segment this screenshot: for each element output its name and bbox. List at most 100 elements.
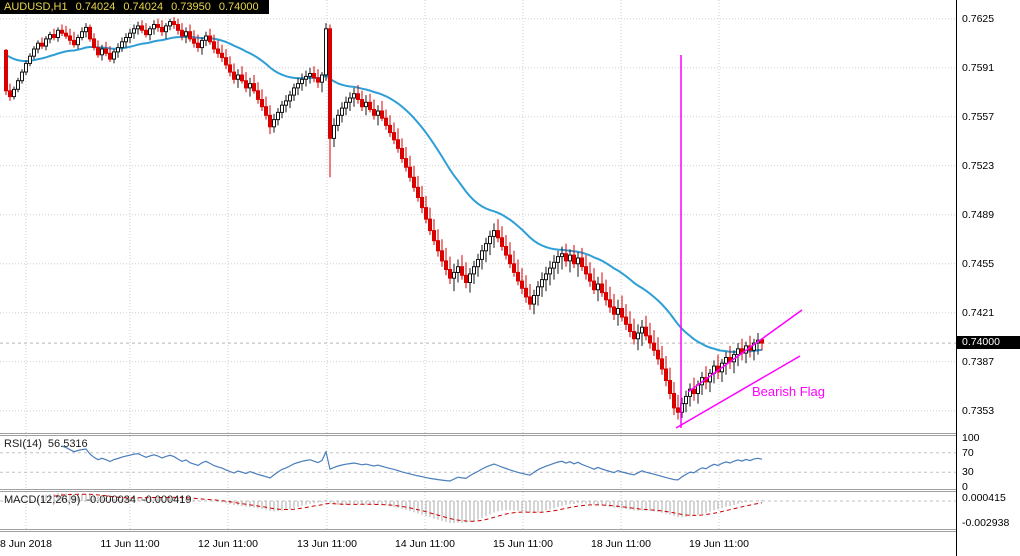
candle-body	[460, 266, 464, 276]
flag-channel-trendline[interactable]	[687, 309, 803, 393]
candle-body	[536, 286, 540, 296]
candle-body	[692, 388, 696, 395]
candle-body	[352, 93, 356, 99]
candle-body	[752, 342, 756, 351]
rsi-axis-label: 0	[962, 481, 968, 493]
candle-body	[148, 28, 152, 36]
price-axis-label: 0.7557	[962, 111, 995, 123]
macd-signal-value: -0.000419	[141, 494, 192, 506]
candle-body	[572, 254, 576, 265]
candle-body	[12, 88, 16, 98]
pane-splitter-rsi[interactable]	[0, 433, 1020, 436]
candle-body	[532, 295, 536, 305]
macd-indicator-pane[interactable]: MACD(12,26,9) -0.000034 -0.000419	[0, 492, 956, 529]
rsi-indicator-pane[interactable]: RSI(14) 56.5316	[0, 436, 956, 489]
candle-body	[528, 296, 532, 305]
candle-body	[432, 230, 436, 242]
time-axis-label: 8 Jun 2018	[0, 538, 52, 550]
rsi-axis-label: 30	[962, 466, 974, 478]
candle-body	[188, 31, 192, 40]
pane-splitter-macd[interactable]	[0, 489, 1020, 492]
candle-body	[316, 77, 320, 83]
candle-body	[472, 266, 476, 275]
candle-body	[84, 26, 88, 33]
price-axis-label: 0.7591	[962, 62, 995, 74]
quote-bar: AUDUSD,H1 0.74024 0.74024 0.73950 0.7400…	[0, 0, 269, 14]
candle-body	[436, 240, 440, 252]
candle-body	[380, 110, 384, 119]
candle-body	[192, 38, 196, 44]
candle-body	[288, 94, 292, 102]
candle-body	[636, 332, 640, 340]
candle-body	[76, 37, 80, 46]
candle-body	[168, 21, 172, 27]
candle-body	[496, 230, 500, 239]
candle-body	[564, 253, 568, 262]
candle-body	[216, 48, 220, 54]
candle-body	[120, 41, 124, 49]
candle-body	[204, 35, 208, 41]
candle-body	[332, 124, 336, 139]
candle-body	[416, 186, 420, 198]
candle-body	[540, 279, 544, 288]
pane-splitter-time[interactable]	[0, 529, 1020, 532]
time-axis-label: 12 Jun 11:00	[198, 538, 258, 550]
candle-body	[100, 48, 104, 56]
price-chart-pane[interactable]: Bearish Flag	[0, 0, 956, 433]
candle-body	[328, 28, 332, 139]
candle-body	[576, 257, 580, 265]
candle-body	[244, 80, 248, 89]
candle-body	[344, 101, 348, 109]
macd-label: MACD(12,26,9) -0.000034 -0.000419	[4, 494, 198, 506]
candle-body	[484, 243, 488, 252]
candle-body	[320, 74, 324, 83]
candle-body	[560, 253, 564, 258]
candle-body	[152, 24, 156, 30]
candle-body	[108, 52, 112, 60]
candle-body	[500, 237, 504, 247]
candle-body	[40, 42, 44, 47]
macd-axis-label: 0.000415	[962, 492, 1006, 504]
candle-body	[664, 368, 668, 381]
time-axis[interactable]: 8 Jun 2018 11 Jun 11:00 12 Jun 11:00 13 Jun…	[0, 532, 956, 556]
candle-body	[92, 38, 96, 49]
macd-chart[interactable]	[0, 492, 956, 529]
candle-body	[364, 101, 368, 108]
candle-body	[200, 39, 204, 49]
candle-body	[248, 83, 252, 89]
candle-body	[644, 326, 648, 337]
candle-body	[456, 266, 460, 274]
bearish-flag-annotation[interactable]: Bearish Flag	[752, 384, 825, 399]
price-axis-label: 0.7353	[962, 405, 995, 417]
candle-body	[184, 31, 188, 37]
candle-body	[588, 273, 592, 282]
candle-body	[172, 21, 176, 26]
candle-body	[448, 269, 452, 279]
price-axis-label: 0.7625	[962, 13, 995, 25]
rsi-axis-label: 70	[962, 447, 974, 459]
macd-signal-line[interactable]	[53, 493, 763, 522]
rsi-line[interactable]	[61, 445, 763, 482]
candle-body	[368, 101, 372, 111]
candle-body	[308, 73, 312, 77]
candle-body	[556, 256, 560, 263]
quote-close: 0.74000	[218, 1, 259, 13]
candle-body	[116, 47, 120, 53]
moving-average-line[interactable]	[5, 35, 763, 353]
candle-body	[544, 273, 548, 281]
candle-body	[284, 100, 288, 106]
rsi-label: RSI(14) 56.5316	[4, 438, 94, 450]
time-axis-label: 19 Jun 11:00	[689, 538, 749, 550]
candle-body	[684, 395, 688, 405]
flag-channel-trendline[interactable]	[675, 355, 801, 429]
candle-body	[396, 139, 400, 149]
candle-body	[392, 132, 396, 141]
quote-open: 0.74024	[75, 1, 116, 13]
candle-body	[676, 407, 680, 413]
candle-body	[600, 283, 604, 294]
candle-body	[480, 250, 484, 260]
candlestick-chart[interactable]	[0, 0, 956, 433]
rsi-chart[interactable]	[0, 436, 956, 489]
price-axis-label: 0.7489	[962, 209, 995, 221]
price-axis[interactable]: 0.74000 0.7625 0.7591 0.7557 0.7523 0.7489 0.…	[956, 0, 1020, 556]
